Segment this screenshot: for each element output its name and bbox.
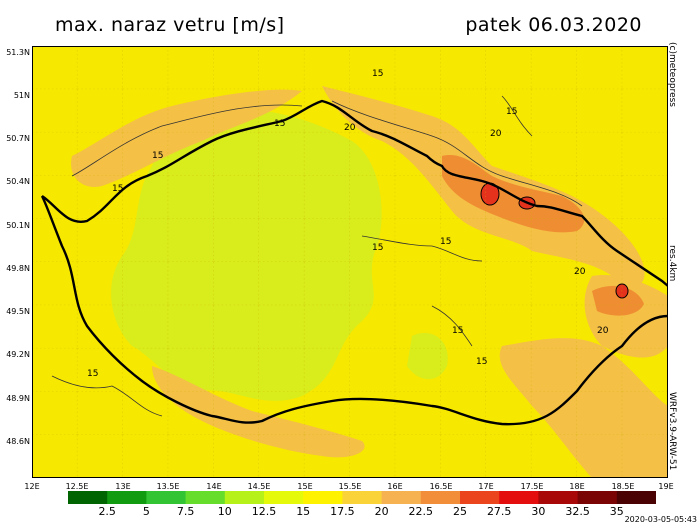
lat-label: 51.3N (6, 48, 30, 57)
lon-label: 12E (24, 482, 40, 491)
lat-label: 50.4N (6, 177, 30, 186)
legend-label: 22.5 (408, 505, 434, 518)
contour-label: 15 (112, 184, 123, 194)
legend-swatch (460, 491, 500, 504)
legend-label: 35 (609, 505, 624, 518)
contour-labels: 15 15 15 15 15 15 15 15 15 15 20 20 20 2… (87, 69, 609, 379)
lon-label: 15.5E (338, 482, 362, 491)
legend-label: 30 (531, 505, 546, 518)
legend-swatch (577, 491, 618, 504)
lon-label: 18E (569, 482, 585, 491)
legend-label: 12.5 (251, 505, 277, 518)
contour-label: 15 (372, 243, 383, 253)
legend-label: 10 (217, 505, 232, 518)
contour-label: 15 (152, 151, 163, 161)
model-label: WRFv3.9-ARW-51 (667, 392, 677, 471)
lat-lon-grid (32, 46, 668, 478)
lat-label: 50.7N (6, 134, 30, 143)
contour-label: 20 (344, 123, 356, 133)
legend-label: 2.5 (98, 505, 116, 518)
legend-swatch (224, 491, 265, 504)
legend-label: 5 (142, 505, 150, 518)
lat-label: 48.9N (6, 394, 30, 403)
map-title: max. naraz vetru [m/s] (55, 14, 285, 36)
map-frame (32, 46, 668, 478)
country-border (40, 99, 668, 426)
lat-label: 48.6N (6, 437, 30, 446)
contour-lines (51, 95, 583, 417)
legend-swatch (264, 491, 304, 504)
lat-label: 49.8N (6, 264, 30, 273)
lon-label: 16E (387, 482, 403, 491)
legend-swatch (381, 491, 422, 504)
contour-label: 15 (440, 237, 451, 247)
contour-label: 15 (87, 369, 98, 379)
legend-label: 25 (453, 505, 467, 518)
legend-label: 17.5 (330, 505, 355, 518)
lon-label: 12.5E (65, 482, 89, 491)
legend-label: 15 (296, 505, 311, 518)
legend-swatch (146, 491, 187, 504)
contour-label: 15 (476, 357, 487, 367)
legend-label: 7.5 (176, 505, 195, 518)
contour-label: 20 (574, 267, 586, 277)
contour-label: 15 (274, 119, 285, 129)
resolution-label: res.4km (667, 245, 677, 282)
legend-swatch (342, 491, 383, 504)
legend-swatch (185, 491, 226, 504)
lon-label: 13.5E (156, 482, 180, 491)
legend-swatch (538, 491, 579, 504)
lon-label: 14.5E (247, 482, 271, 491)
legend-swatch (107, 491, 147, 504)
lon-label: 14E (206, 482, 222, 491)
lon-label: 16.5E (429, 482, 453, 491)
contour-label: 15 (506, 107, 517, 117)
legend-swatch (499, 491, 539, 504)
contour-label: 15 (372, 69, 383, 79)
contour-label: 20 (597, 326, 609, 336)
lon-label: 17.5E (520, 482, 544, 491)
legend-swatch (616, 491, 656, 504)
lat-label: 49.5N (6, 307, 30, 316)
copyright-label: (c)meteopress (667, 42, 677, 107)
lon-label: 18.5E (611, 482, 635, 491)
lat-label: 50.1N (6, 221, 30, 230)
lon-label: 15E (297, 482, 313, 491)
forecast-date: patek 06.03.2020 (465, 14, 642, 36)
legend-swatch (303, 491, 343, 504)
legend-label: 20 (374, 505, 389, 518)
lon-label: 19E (658, 482, 674, 491)
lat-label: 51N (13, 91, 30, 100)
legend-swatch (68, 491, 108, 504)
wind-gust-map: 15 15 15 15 15 15 15 15 15 15 20 20 20 2… (32, 46, 668, 478)
legend-label: 27.5 (486, 505, 512, 518)
color-legend (68, 491, 656, 504)
lat-label: 49.2N (6, 350, 30, 359)
timestamp: 2020-03-05-05:43 (624, 515, 697, 524)
lon-label: 17E (478, 482, 494, 491)
legend-swatch (420, 491, 461, 504)
lon-label: 13E (115, 482, 131, 491)
legend-label: 32.5 (565, 505, 590, 518)
contour-label: 20 (490, 129, 502, 139)
contour-label: 15 (452, 326, 463, 336)
